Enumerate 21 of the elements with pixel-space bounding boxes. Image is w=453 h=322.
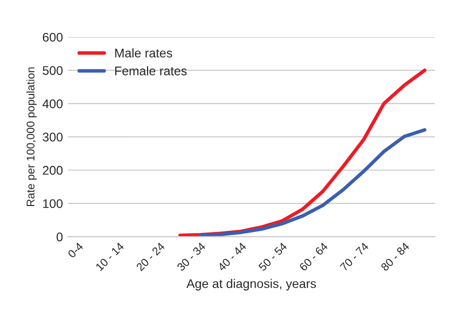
- y-tick-label: 200: [42, 166, 63, 175]
- x-tick-label: 30 - 34: [176, 242, 206, 272]
- x-tick-label: 0-4: [67, 242, 84, 258]
- x-tick-label: 50 - 54: [258, 242, 288, 272]
- y-tick-label: 600: [42, 32, 63, 42]
- y-tick-label: 0: [56, 232, 63, 242]
- x-tick-label: 10 - 14: [95, 242, 124, 272]
- y-axis-title: Rate per 100,000 population: [26, 67, 37, 206]
- y-tick-label: 100: [43, 199, 63, 208]
- legend-label: Male rates: [115, 48, 172, 58]
- x-tick-label: 40 - 44: [217, 242, 247, 272]
- x-tick-label: 60 - 64: [298, 242, 328, 272]
- line-series: [198, 128, 426, 237]
- y-tick-label: 300: [42, 132, 63, 142]
- x-tick-label: 70 - 74: [340, 242, 370, 272]
- legend-label: Female rates: [115, 66, 187, 76]
- x-tick-label: 20 - 24: [136, 242, 166, 272]
- x-tick-label: 80 - 84: [380, 242, 410, 272]
- y-tick-label: 500: [42, 66, 63, 75]
- y-tick-label: 400: [42, 99, 63, 108]
- x-axis-title: Age at diagnosis, years: [186, 278, 316, 291]
